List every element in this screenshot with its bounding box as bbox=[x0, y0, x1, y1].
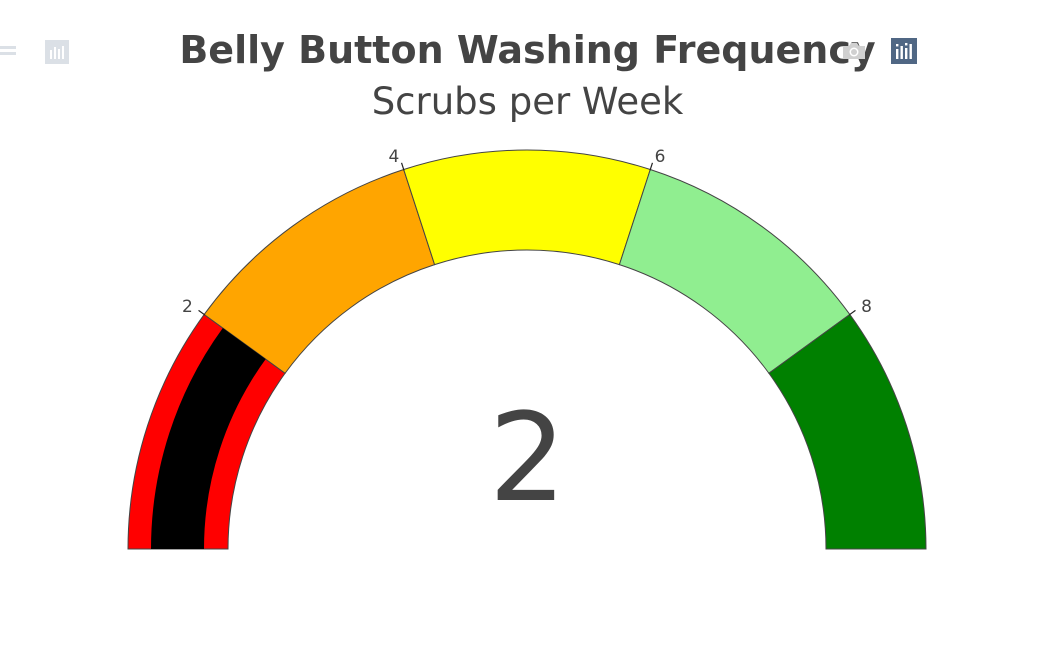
gauge-bar bbox=[151, 327, 266, 549]
camera-icon[interactable] bbox=[840, 40, 868, 62]
gauge-tick-1 bbox=[400, 162, 405, 171]
gauge-step-4 bbox=[768, 313, 927, 550]
chart-title: Belly Button Washing Frequency bbox=[179, 28, 876, 72]
pan-icon[interactable] bbox=[0, 42, 18, 60]
gauge-tick-label-2: 6 bbox=[655, 147, 666, 167]
gauge-tick-label-1: 4 bbox=[389, 147, 400, 167]
gauge-ticks: 2 4 6 8 bbox=[182, 147, 872, 317]
plotly-bar-icon-faint[interactable] bbox=[45, 40, 69, 64]
gauge-value-number: 2 bbox=[488, 387, 567, 529]
gauge-tick-0 bbox=[198, 309, 206, 316]
gauge-tick-3 bbox=[848, 309, 856, 316]
gauge-tick-2 bbox=[649, 162, 654, 171]
plotly-bar-icon[interactable] bbox=[891, 38, 917, 64]
gauge-step-2 bbox=[403, 149, 651, 266]
gauge-tick-label-0: 2 bbox=[182, 297, 193, 317]
gauge-value-bar bbox=[151, 327, 266, 549]
chart-subtitle: Scrubs per Week bbox=[371, 80, 684, 123]
gauge-tick-label-3: 8 bbox=[861, 297, 872, 317]
